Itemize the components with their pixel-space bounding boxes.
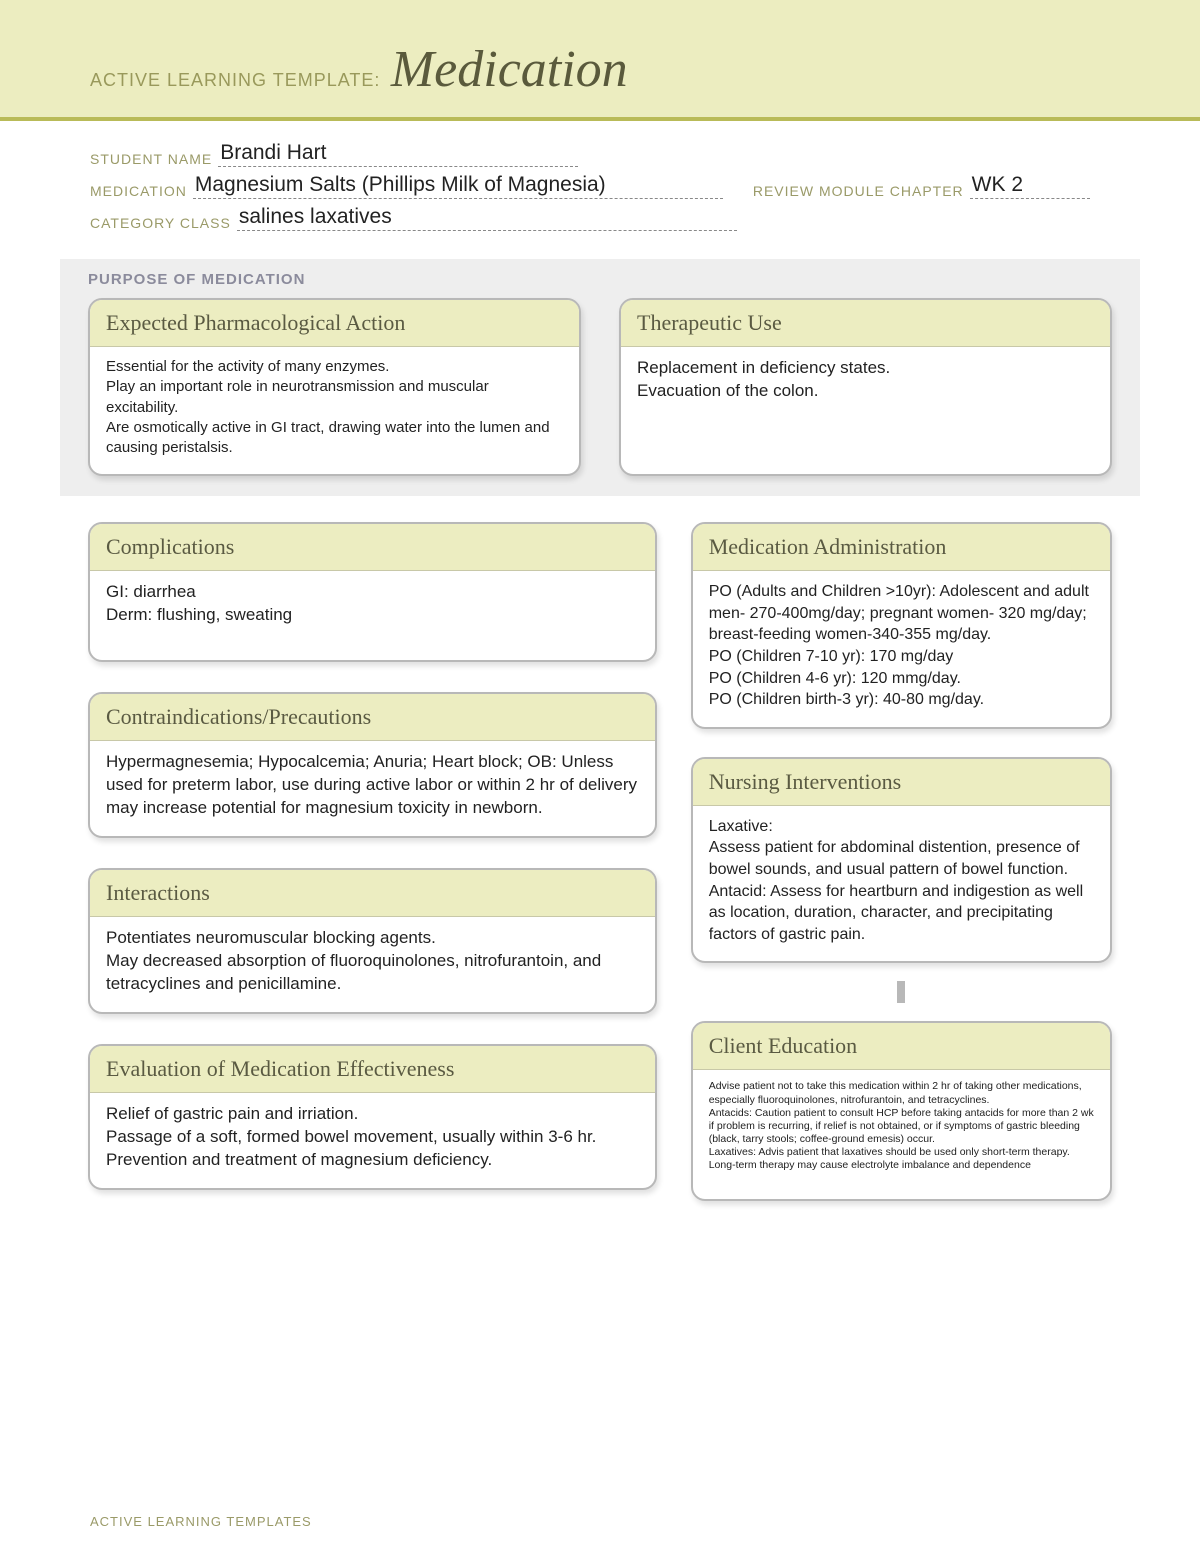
chapter-label: REVIEW MODULE CHAPTER (753, 183, 964, 199)
category-label: CATEGORY CLASS (90, 215, 231, 231)
card-pharm-action-title: Expected Pharmacological Action (90, 300, 579, 347)
student-name-label: STUDENT NAME (90, 151, 212, 167)
footer-text: ACTIVE LEARNING TEMPLATES (90, 1514, 312, 1529)
medication-value: Magnesium Salts (Phillips Milk of Magnes… (193, 173, 723, 199)
column-right: Medication Administration PO (Adults and… (691, 522, 1112, 1201)
card-nursing: Nursing Interventions Laxative:Assess pa… (691, 757, 1112, 964)
student-name-value: Brandi Hart (218, 141, 578, 167)
card-nursing-title: Nursing Interventions (693, 759, 1110, 806)
card-interactions-title: Interactions (90, 870, 655, 917)
card-contraindications-title: Contraindications/Precautions (90, 694, 655, 741)
card-therapeutic-use-body: Replacement in deficiency states.Evacuat… (621, 347, 1110, 419)
header-title: Medication (391, 41, 628, 98)
medication-label: MEDICATION (90, 183, 187, 199)
category-value: salines laxatives (237, 205, 737, 231)
card-complications: Complications GI: diarrheaDerm: flushing… (88, 522, 657, 662)
column-left: Complications GI: diarrheaDerm: flushing… (88, 522, 657, 1201)
card-evaluation-body: Relief of gastric pain and irriation.Pas… (90, 1093, 655, 1188)
card-administration: Medication Administration PO (Adults and… (691, 522, 1112, 729)
card-contraindications-body: Hypermagnesemia; Hypocalcemia; Anuria; H… (90, 741, 655, 836)
card-administration-title: Medication Administration (693, 524, 1110, 571)
card-education-body: Advise patient not to take this medicati… (693, 1070, 1110, 1188)
main-grid: Complications GI: diarrheaDerm: flushing… (0, 496, 1200, 1201)
card-evaluation-title: Evaluation of Medication Effectiveness (90, 1046, 655, 1093)
header-band: ACTIVE LEARNING TEMPLATE: Medication (0, 0, 1200, 121)
card-therapeutic-use-title: Therapeutic Use (621, 300, 1110, 347)
purpose-section: PURPOSE OF MEDICATION Expected Pharmacol… (60, 259, 1140, 496)
card-administration-body: PO (Adults and Children >10yr): Adolesce… (693, 571, 1110, 727)
card-nursing-body: Laxative:Assess patient for abdominal di… (693, 806, 1110, 962)
chapter-value: WK 2 (970, 173, 1090, 199)
student-info: STUDENT NAME Brandi Hart MEDICATION Magn… (0, 121, 1200, 247)
card-education: Client Education Advise patient not to t… (691, 1021, 1112, 1201)
purpose-header: PURPOSE OF MEDICATION (88, 271, 1112, 288)
card-therapeutic-use: Therapeutic Use Replacement in deficienc… (619, 298, 1112, 476)
page: ACTIVE LEARNING TEMPLATE: Medication STU… (0, 0, 1200, 1553)
connector-line (897, 981, 905, 1003)
card-interactions: Interactions Potentiates neuromuscular b… (88, 868, 657, 1014)
card-pharm-action-body: Essential for the activity of many enzym… (90, 347, 579, 474)
header-label: ACTIVE LEARNING TEMPLATE: (90, 70, 380, 90)
card-complications-body: GI: diarrheaDerm: flushing, sweating (90, 571, 655, 643)
card-complications-title: Complications (90, 524, 655, 571)
card-education-title: Client Education (693, 1023, 1110, 1070)
card-pharm-action: Expected Pharmacological Action Essentia… (88, 298, 581, 476)
card-interactions-body: Potentiates neuromuscular blocking agent… (90, 917, 655, 1012)
card-evaluation: Evaluation of Medication Effectiveness R… (88, 1044, 657, 1190)
card-contraindications: Contraindications/Precautions Hypermagne… (88, 692, 657, 838)
